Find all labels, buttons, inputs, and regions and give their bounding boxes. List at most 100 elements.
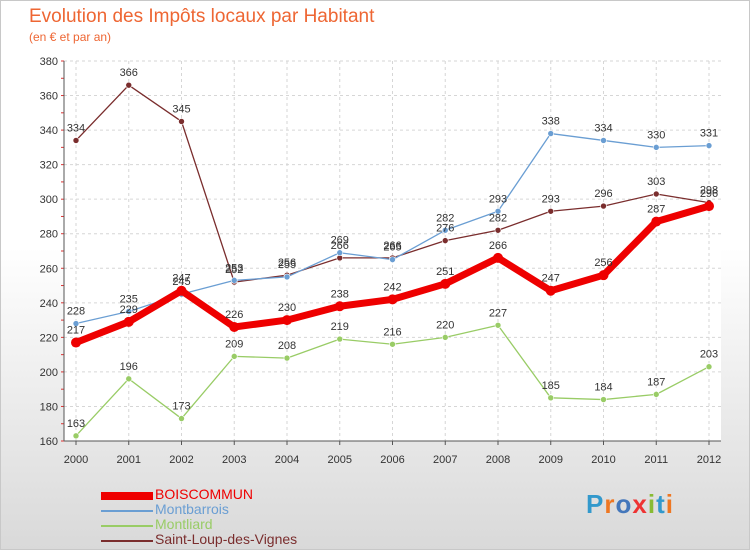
plot-area <box>64 61 721 441</box>
data-point-montliard-2008 <box>494 321 502 329</box>
data-point-montliard-2010 <box>600 396 607 403</box>
data-label-montbarrois-2010: 334 <box>594 122 612 134</box>
data-label-montliard-2003: 209 <box>225 338 243 350</box>
legend-label-boiscommun: BOISCOMMUN <box>155 486 253 502</box>
data-label-montbarrois-2011: 330 <box>647 129 665 141</box>
logo-letter: i <box>665 489 674 519</box>
data-point-montbarrois-2001 <box>125 308 133 315</box>
legend-swatch-montbarrois <box>101 510 153 512</box>
x-tick-label-2002: 2002 <box>169 454 193 466</box>
data-label-saint-loup-des-vignes-2012: 298 <box>700 185 718 197</box>
data-label-boiscommun-2003: 226 <box>225 309 243 321</box>
data-label-montliard-2008: 227 <box>489 307 507 319</box>
data-label-saint-loup-des-vignes-2007: 276 <box>436 223 454 235</box>
data-label-montliard-2002: 173 <box>172 401 190 413</box>
data-point-boiscommun-2000 <box>71 337 81 348</box>
data-label-saint-loup-des-vignes-2000: 334 <box>67 122 85 134</box>
logo-letter: x <box>632 489 648 519</box>
data-point-boiscommun-2011 <box>651 216 662 227</box>
data-point-boiscommun-2010 <box>598 270 609 281</box>
data-point-montliard-2002 <box>178 415 185 422</box>
data-label-montbarrois-2001: 235 <box>120 293 138 305</box>
data-label-saint-loup-des-vignes-2011: 303 <box>647 176 665 188</box>
chart-subtitle: (en € et par an) <box>29 30 112 44</box>
data-point-boiscommun-2007 <box>440 278 451 289</box>
data-point-montbarrois-2003 <box>230 277 238 284</box>
x-tick-label-2001: 2001 <box>117 454 141 466</box>
data-point-montliard-2006 <box>389 340 396 348</box>
data-label-saint-loup-des-vignes-2003: 252 <box>225 264 243 276</box>
data-label-saint-loup-des-vignes-2006: 266 <box>383 240 401 252</box>
y-tick-label-320: 320 <box>40 160 58 172</box>
y-tick-label-240: 240 <box>40 298 58 310</box>
data-label-montliard-2004: 208 <box>278 340 296 352</box>
data-label-boiscommun-2004: 230 <box>278 302 296 314</box>
y-tick-label-200: 200 <box>40 367 58 379</box>
x-tick-label-2006: 2006 <box>380 454 404 466</box>
data-label-montbarrois-2006: 265 <box>383 242 401 254</box>
data-point-boiscommun-2008 <box>493 252 503 263</box>
data-point-boiscommun-2003 <box>229 322 240 332</box>
data-point-boiscommun-2005 <box>334 301 345 312</box>
data-point-montbarrois-2009 <box>547 130 555 137</box>
y-tick-label-180: 180 <box>40 401 58 413</box>
proxiti-logo: Proxiti <box>586 489 674 520</box>
data-label-saint-loup-des-vignes-2010: 296 <box>594 188 612 200</box>
logo-letter: P <box>586 489 605 519</box>
legend-swatch-montliard <box>101 525 153 527</box>
data-point-montbarrois-2010 <box>600 137 607 144</box>
data-label-boiscommun-2010: 256 <box>594 257 612 269</box>
data-point-montliard-2001 <box>125 375 133 383</box>
chart-title: Evolution des Impôts locaux par Habitant <box>29 6 375 27</box>
data-point-saint-loup-des-vignes-2011 <box>652 190 660 198</box>
y-tick-label-360: 360 <box>40 91 58 103</box>
data-point-montliard-2009 <box>547 394 555 402</box>
data-label-saint-loup-des-vignes-2001: 366 <box>120 67 138 79</box>
data-label-boiscommun-2007: 251 <box>436 266 454 278</box>
y-tick-label-340: 340 <box>40 125 58 137</box>
data-point-saint-loup-des-vignes-2008 <box>494 226 502 234</box>
data-label-boiscommun-2000: 217 <box>67 325 85 337</box>
data-point-boiscommun-2001 <box>123 316 134 327</box>
data-label-boiscommun-2006: 242 <box>383 281 401 293</box>
data-point-saint-loup-des-vignes-2002 <box>178 118 185 125</box>
x-tick-label-2005: 2005 <box>328 454 352 466</box>
x-tick-label-2007: 2007 <box>433 454 457 466</box>
data-point-saint-loup-des-vignes-2000 <box>72 137 80 144</box>
data-point-montliard-2003 <box>230 353 238 360</box>
data-point-montliard-2011 <box>652 391 660 398</box>
x-tick-label-2011: 2011 <box>644 454 668 466</box>
data-label-boiscommun-2002: 247 <box>172 273 190 285</box>
x-tick-label-2008: 2008 <box>486 454 510 466</box>
data-label-boiscommun-2005: 238 <box>331 288 349 300</box>
data-label-montbarrois-2003: 253 <box>225 262 243 274</box>
data-point-montliard-2005 <box>336 335 344 343</box>
data-point-montbarrois-2012 <box>705 142 713 149</box>
data-label-saint-loup-des-vignes-2004: 256 <box>278 257 296 269</box>
data-point-montliard-2007 <box>441 334 449 341</box>
x-tick-label-2009: 2009 <box>539 454 563 466</box>
legend-label-montbarrois: Montbarrois <box>155 501 229 517</box>
y-tick-label-280: 280 <box>40 229 58 241</box>
data-label-saint-loup-des-vignes-2009: 293 <box>542 193 560 205</box>
data-label-boiscommun-2008: 266 <box>489 240 507 252</box>
data-point-montliard-2012 <box>705 363 713 371</box>
data-label-montliard-2010: 184 <box>594 382 612 394</box>
data-point-montbarrois-2004 <box>283 273 291 281</box>
data-label-montbarrois-2012: 331 <box>700 128 718 140</box>
x-tick-label-2012: 2012 <box>697 454 721 466</box>
legend-swatch-boiscommun <box>101 492 153 500</box>
data-point-montbarrois-2008 <box>494 207 502 215</box>
legend-swatch-saint-loup <box>101 540 153 542</box>
data-label-montbarrois-2005: 269 <box>331 235 349 247</box>
data-label-montliard-2011: 187 <box>647 376 665 388</box>
data-label-montbarrois-2004: 255 <box>278 259 296 271</box>
data-point-montbarrois-2000 <box>72 320 80 327</box>
data-label-montliard-2001: 196 <box>120 361 138 373</box>
data-label-saint-loup-des-vignes-2002: 345 <box>172 103 190 115</box>
data-label-montbarrois-2000: 228 <box>67 306 85 318</box>
data-point-saint-loup-des-vignes-2009 <box>547 207 555 215</box>
data-point-boiscommun-2006 <box>387 294 398 305</box>
